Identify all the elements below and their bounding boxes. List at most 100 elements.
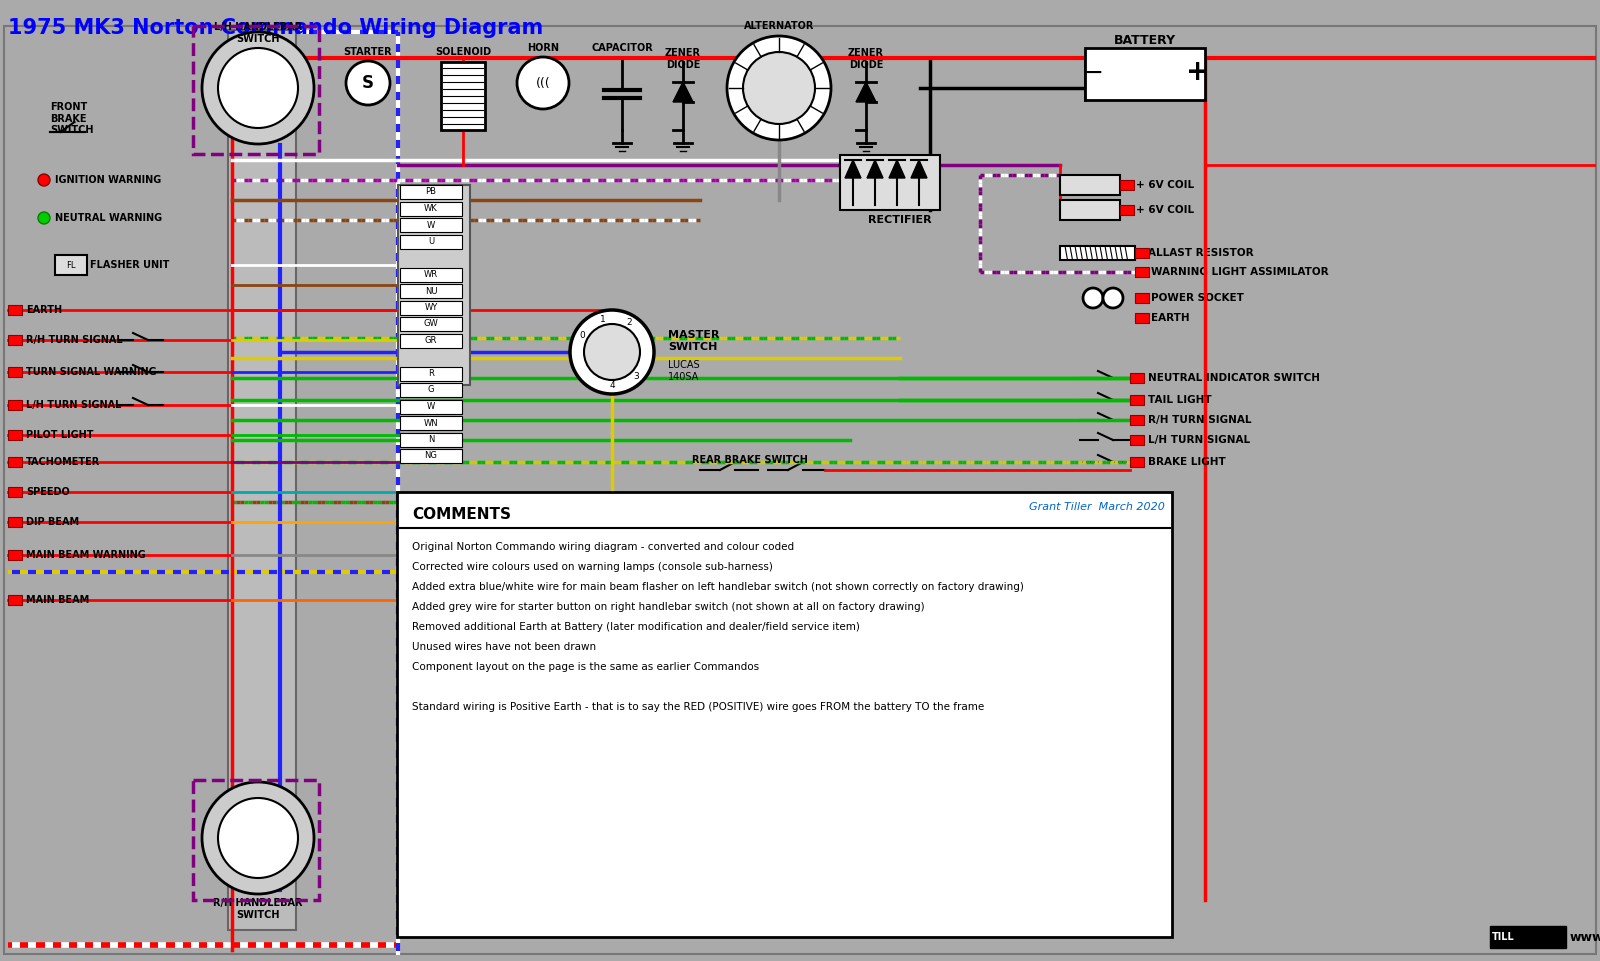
Text: FRONT
BRAKE
SWITCH: FRONT BRAKE SWITCH [50,102,93,136]
Text: R: R [429,369,434,378]
Text: 4: 4 [610,382,614,390]
Polygon shape [674,82,693,102]
Text: ZENER
DIODE: ZENER DIODE [848,48,883,69]
Text: U: U [427,237,434,246]
Polygon shape [867,160,883,178]
Bar [54,255,86,275]
Bar [400,449,462,463]
Bar [1130,395,1144,405]
Text: FL: FL [66,260,75,269]
Bar [8,367,22,377]
Text: TAIL LIGHT: TAIL LIGHT [1149,395,1211,405]
Text: Added extra blue/white wire for main beam flasher on left handlebar switch (not : Added extra blue/white wire for main bea… [413,582,1024,592]
Text: Unused wires have not been drawn: Unused wires have not been drawn [413,642,597,652]
Circle shape [1083,288,1102,308]
Circle shape [202,32,314,144]
Text: Added grey wire for starter button on right handlebar switch (not shown at all o: Added grey wire for starter button on ri… [413,602,925,612]
Bar [1134,313,1149,323]
Text: PILOT LIGHT: PILOT LIGHT [26,430,93,440]
Bar [8,487,22,497]
Bar [1130,415,1144,425]
Bar [8,430,22,440]
Text: MAIN BEAM: MAIN BEAM [26,595,90,605]
Text: BATTERY: BATTERY [1114,34,1176,46]
Text: RECTIFIER: RECTIFIER [869,215,931,225]
Bar [400,218,462,232]
Text: +: + [1186,58,1210,86]
Bar [1059,175,1120,195]
Circle shape [218,48,298,128]
Text: S: S [362,74,374,92]
Circle shape [218,798,298,878]
Text: R/H HANDLEBAR
SWITCH: R/H HANDLEBAR SWITCH [213,898,302,920]
Bar [8,517,22,527]
Bar [8,400,22,410]
Text: LUCAS
140SA: LUCAS 140SA [669,360,699,382]
Text: 1: 1 [600,314,606,324]
Text: SPEEDO: SPEEDO [26,487,70,497]
Text: 0: 0 [579,331,586,339]
Bar [400,284,462,298]
Bar [400,432,462,447]
Text: 3: 3 [634,372,638,381]
Bar [1490,926,1566,948]
Bar [400,267,462,282]
Circle shape [570,310,654,394]
Text: MAIN BEAM WARNING: MAIN BEAM WARNING [26,550,146,560]
Text: L/H TURN SIGNAL: L/H TURN SIGNAL [1149,435,1250,445]
Bar [1120,180,1134,190]
Circle shape [584,324,640,380]
Text: R/H TURN SIGNAL: R/H TURN SIGNAL [26,335,123,345]
Text: HORN: HORN [526,43,558,53]
Circle shape [346,61,390,105]
Text: Original Norton Commando wiring diagram - converted and colour coded: Original Norton Commando wiring diagram … [413,542,794,552]
Text: DIP BEAM: DIP BEAM [26,517,78,527]
Text: L/H TURN SIGNAL: L/H TURN SIGNAL [26,400,122,410]
Text: GW: GW [424,319,438,329]
Text: CAPACITOR: CAPACITOR [590,43,653,53]
Text: SOLENOID: SOLENOID [435,47,491,57]
Polygon shape [910,160,926,178]
Text: ─: ─ [1085,62,1101,86]
Bar [1130,435,1144,445]
Polygon shape [890,160,906,178]
Bar [400,301,462,314]
Text: BALLAST RESISTOR: BALLAST RESISTOR [1139,248,1254,258]
Text: 1975 MK3 Norton Commando Wiring Diagram: 1975 MK3 Norton Commando Wiring Diagram [8,18,544,38]
Text: NEUTRAL INDICATOR SWITCH: NEUTRAL INDICATOR SWITCH [1149,373,1320,383]
Polygon shape [856,82,877,102]
Text: REAR BRAKE SWITCH: REAR BRAKE SWITCH [693,455,808,465]
Text: WARNING LIGHT ASSIMILATOR: WARNING LIGHT ASSIMILATOR [1150,267,1328,277]
Bar [8,550,22,560]
Text: GR: GR [426,336,437,345]
Text: MASTER
SWITCH: MASTER SWITCH [669,330,720,352]
Polygon shape [845,160,861,178]
Text: WY: WY [424,303,438,312]
Bar [1059,200,1120,220]
Bar [400,185,462,199]
Bar [1120,205,1134,215]
Text: TACHOMETER: TACHOMETER [26,457,101,467]
Text: BRAKE LIGHT: BRAKE LIGHT [1149,457,1226,467]
Bar [400,317,462,331]
Text: Grant Tiller  March 2020: Grant Tiller March 2020 [1029,502,1165,512]
Bar [8,457,22,467]
Bar [1134,293,1149,303]
Bar [400,333,462,348]
Text: N: N [427,435,434,444]
Bar [400,202,462,215]
Text: Standard wiring is Positive Earth - that is to say the RED (POSITIVE) wire goes : Standard wiring is Positive Earth - that… [413,702,984,712]
Text: WR: WR [424,270,438,279]
Text: COMMENTS: COMMENTS [413,507,510,522]
Text: NG: NG [424,452,437,460]
Text: TILL: TILL [1491,932,1515,942]
Text: WK: WK [424,204,438,213]
Text: EARTH: EARTH [1150,313,1190,323]
Circle shape [1102,288,1123,308]
Text: WN: WN [424,418,438,428]
Text: Removed additional Earth at Battery (later modification and dealer/field service: Removed additional Earth at Battery (lat… [413,622,859,632]
Text: W: W [427,402,435,411]
Text: G: G [427,385,434,395]
Text: NU: NU [424,286,437,295]
Text: + 6V COIL: + 6V COIL [1136,205,1194,215]
